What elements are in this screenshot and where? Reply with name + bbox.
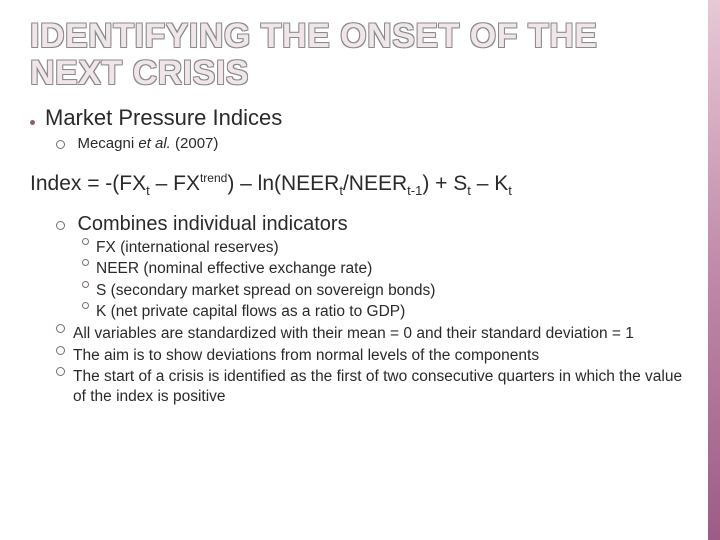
formula-part: – FX <box>150 172 200 195</box>
ring-bullet-icon <box>56 140 65 149</box>
slide-title: IDENTIFYING THE ONSET OF THE NEXT CRISIS <box>30 18 684 91</box>
definition-text: S (secondary market spread on sovereign … <box>96 281 684 301</box>
list-item: K (net private capital flows as a ratio … <box>82 302 684 322</box>
ring-bullet-icon <box>56 346 65 355</box>
accent-bar <box>708 0 720 540</box>
citation: Mecagni et al. (2007) <box>77 135 218 152</box>
definition-list: FX (international reserves) NEER (nomina… <box>82 238 684 323</box>
heading-row: Market Pressure Indices <box>30 105 684 135</box>
subheading: Combines individual indicators <box>77 213 347 235</box>
list-item: All variables are standardized with thei… <box>56 324 684 344</box>
formula-sup: trend <box>200 171 227 185</box>
formula-part: ) – ln(NEER <box>227 172 339 195</box>
citation-etal: et al. <box>138 135 171 152</box>
definition-text: FX (international reserves) <box>96 238 684 258</box>
definition-text: K (net private capital flows as a ratio … <box>96 302 684 322</box>
list-item: FX (international reserves) <box>82 238 684 258</box>
ring-bullet-icon <box>82 302 89 309</box>
section-heading: Market Pressure Indices <box>45 105 282 131</box>
citation-year: (2007) <box>175 135 218 152</box>
slide-content: IDENTIFYING THE ONSET OF THE NEXT CRISIS… <box>0 0 720 426</box>
formula-part: Index = -(FX <box>30 172 146 195</box>
formula-sub: t <box>508 184 512 199</box>
ring-bullet-icon <box>82 281 89 288</box>
notes-list: All variables are standardized with thei… <box>56 324 684 407</box>
formula-part: /NEER <box>343 172 407 195</box>
formula-sub: t-1 <box>407 184 422 199</box>
ring-bullet-icon <box>56 324 65 333</box>
formula-part: ) + S <box>422 172 467 195</box>
ring-bullet-icon <box>56 221 65 230</box>
ring-bullet-icon <box>56 367 65 376</box>
list-item: The aim is to show deviations from norma… <box>56 346 684 366</box>
note-text: All variables are standardized with thei… <box>73 324 684 344</box>
subheading-row: Combines individual indicators <box>56 213 684 236</box>
ring-bullet-icon <box>82 238 89 245</box>
ring-bullet-icon <box>82 259 89 266</box>
definition-text: NEER (nominal effective exchange rate) <box>96 259 684 279</box>
list-item: S (secondary market spread on sovereign … <box>82 281 684 301</box>
bullet-dot-icon <box>30 120 35 125</box>
note-text: The start of a crisis is identified as t… <box>73 367 684 407</box>
list-item: NEER (nominal effective exchange rate) <box>82 259 684 279</box>
formula-part: – K <box>471 172 508 195</box>
citation-author: Mecagni <box>77 135 134 152</box>
citation-row: Mecagni et al. (2007) <box>56 135 684 153</box>
index-formula: Index = -(FXt – FXtrend) – ln(NEERt/NEER… <box>30 171 684 198</box>
list-item: The start of a crisis is identified as t… <box>56 367 684 407</box>
note-text: The aim is to show deviations from norma… <box>73 346 684 366</box>
